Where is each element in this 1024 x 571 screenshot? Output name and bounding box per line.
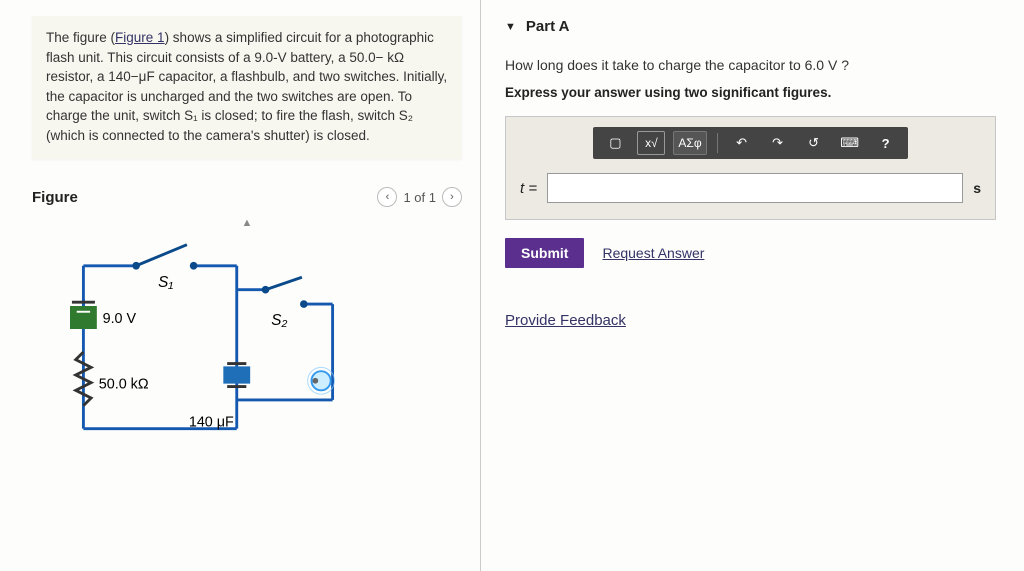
capacitor-label: 140 μF (189, 415, 234, 431)
figure-pager: ‹ 1 of 1 › (377, 187, 462, 207)
collapse-caret-icon[interactable]: ▲ (32, 217, 462, 229)
templates-rect-icon[interactable]: ▢ (601, 131, 629, 155)
provide-feedback-link[interactable]: Provide Feedback (505, 312, 626, 329)
question-text: How long does it take to charge the capa… (505, 57, 1002, 73)
pager-prev-button[interactable]: ‹ (377, 187, 397, 207)
s2-label: S₂ (271, 313, 287, 330)
battery-label: 9.0 V (103, 312, 137, 328)
submit-button[interactable]: Submit (505, 238, 584, 268)
resistor: 50.0 kΩ (76, 352, 149, 406)
help-icon[interactable]: ? (872, 131, 900, 155)
redo-icon[interactable]: ↷ (764, 131, 792, 155)
greek-button[interactable]: ΑΣφ (673, 131, 706, 155)
problem-statement: The figure (Figure 1) shows a simplified… (32, 16, 462, 159)
part-header: ▼ Part A (505, 18, 1002, 35)
feedback-section: Provide Feedback (505, 312, 1002, 329)
resistor-label: 50.0 kΩ (99, 377, 149, 393)
part-title: Part A (526, 18, 570, 35)
reset-icon[interactable]: ↺ (800, 131, 828, 155)
figure-link[interactable]: Figure 1 (115, 30, 165, 45)
right-column: ▼ Part A How long does it take to charge… (480, 0, 1024, 571)
answer-input[interactable] (547, 173, 963, 203)
switch-s2: S₂ (262, 278, 308, 330)
pager-text: 1 of 1 (403, 190, 436, 205)
unit-label: s (973, 180, 981, 196)
figure-header: Figure ‹ 1 of 1 › (32, 187, 462, 207)
instruction-text: Express your answer using two significan… (505, 85, 1002, 100)
keyboard-icon[interactable]: ⌨ (836, 131, 864, 155)
switch-s1: S₁ (132, 245, 197, 291)
problem-text-suffix: ) shows a simplified circuit for a photo… (46, 30, 447, 143)
part-collapse-icon[interactable]: ▼ (505, 21, 516, 33)
undo-icon[interactable]: ↶ (728, 131, 756, 155)
battery: 9.0 V (70, 300, 137, 330)
submit-row: Submit Request Answer (505, 238, 1002, 268)
left-column: The figure (Figure 1) shows a simplified… (0, 0, 480, 571)
answer-panel: ▢ x√ ΑΣφ ↶ ↷ ↺ ⌨ ? t = s (505, 116, 996, 220)
capacitor: 140 μF (189, 364, 250, 431)
flashbulb-icon (308, 368, 335, 395)
figure-heading: Figure (32, 189, 78, 206)
pager-next-button[interactable]: › (442, 187, 462, 207)
templates-button[interactable]: x√ (637, 131, 665, 155)
request-answer-link[interactable]: Request Answer (602, 245, 704, 261)
answer-row: t = s (520, 173, 981, 203)
equation-toolbar: ▢ x√ ΑΣφ ↶ ↷ ↺ ⌨ ? (593, 127, 907, 159)
problem-text-prefix: The figure ( (46, 30, 115, 45)
equation-label: t = (520, 180, 537, 197)
s1-label: S₁ (158, 274, 173, 291)
circuit-diagram: S₁ 9.0 V 50.0 kΩ 140 μF (38, 237, 378, 467)
toolbar-separator (717, 133, 718, 153)
